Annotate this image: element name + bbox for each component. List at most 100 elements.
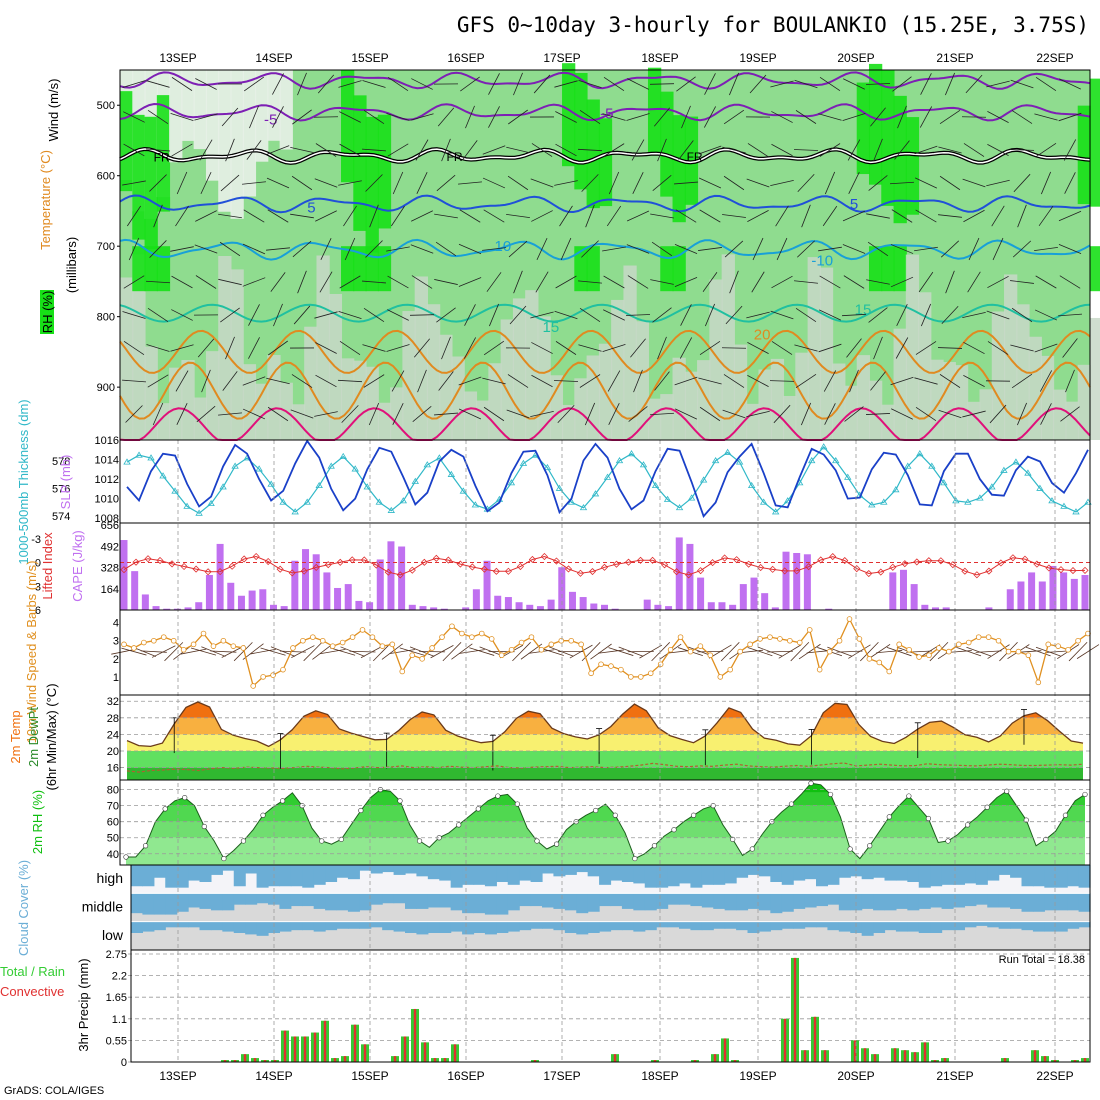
precip-convective-bar xyxy=(1003,1058,1007,1062)
cloud-high-bar xyxy=(644,865,657,888)
cloud-high-bar xyxy=(210,865,223,875)
cloud-middle-bar xyxy=(690,893,703,907)
cloud-middle-bar xyxy=(393,893,406,904)
cape-bar xyxy=(611,608,619,610)
rh-point xyxy=(142,843,149,849)
freezing-line xyxy=(119,148,1091,164)
lifted-point xyxy=(721,554,729,562)
wind-speed-point xyxy=(628,674,634,680)
wind-barb xyxy=(698,247,722,251)
cloud-low-bar xyxy=(610,921,623,931)
cloud-middle-bar xyxy=(1044,893,1057,911)
wind-barb xyxy=(1010,280,1034,284)
wind-barb xyxy=(915,341,937,355)
wind-speed-point xyxy=(459,630,465,637)
wind-barb xyxy=(608,403,620,425)
wind-barb-10m xyxy=(766,650,793,653)
wind-barb xyxy=(410,113,434,121)
wind-barb xyxy=(680,304,692,326)
cape-bar xyxy=(344,584,352,610)
lifted-point xyxy=(252,552,260,561)
wind-barb-10m xyxy=(190,647,217,656)
wind-barb xyxy=(195,275,217,289)
cape-bar xyxy=(259,589,267,610)
wind-barb-10m xyxy=(151,645,176,658)
thickness-point xyxy=(783,497,792,504)
cloud-high-bar xyxy=(325,865,338,882)
thickness-point xyxy=(976,494,984,501)
thickness-point xyxy=(1072,508,1080,515)
wind-barb xyxy=(464,304,476,326)
wind-barb-10m xyxy=(1035,646,1061,657)
cloud-low-bar xyxy=(405,921,418,933)
cloud-middle-bar xyxy=(964,893,977,907)
cloud-middle-bar xyxy=(758,893,771,911)
cloud-low-bar xyxy=(530,921,543,929)
wind-speed-point xyxy=(141,639,147,646)
rh-dry-column xyxy=(414,276,428,440)
thickness-point xyxy=(603,473,612,480)
thickness-point xyxy=(375,498,383,505)
lifted-point xyxy=(1009,554,1017,562)
wind-speed-point xyxy=(687,648,694,655)
precip-convective-bar xyxy=(653,1060,657,1062)
thickness-point xyxy=(844,473,852,480)
rh-dry-column xyxy=(132,254,146,440)
rh-point xyxy=(1023,817,1029,823)
wind-speed-point xyxy=(578,641,584,648)
cloud-middle-bar xyxy=(1032,893,1045,912)
rh-dry-column xyxy=(1028,336,1042,440)
wind-barb xyxy=(123,340,145,356)
cloud-middle-bar xyxy=(553,893,566,909)
wind-barb xyxy=(218,213,242,219)
wind-speed-point xyxy=(399,668,406,675)
temp-ylabel-temp: 2m Temp xyxy=(8,710,23,763)
cloud-high-bar xyxy=(302,865,315,888)
cloud-high-bar xyxy=(781,865,794,885)
wind-barb xyxy=(242,243,266,255)
thickness-point xyxy=(423,461,432,468)
temp-band xyxy=(127,767,1083,780)
wind-tick-label: 3 xyxy=(113,636,119,648)
cloud-high-bar xyxy=(621,865,634,882)
wind-barb xyxy=(843,275,865,289)
lifted-tick-label: 6 xyxy=(35,605,41,617)
wind-barb xyxy=(846,338,862,358)
wind-barb xyxy=(723,109,745,125)
thickness-point xyxy=(916,450,924,457)
wind-barb xyxy=(722,214,746,218)
thickness-point xyxy=(135,451,143,458)
rh-dry-column xyxy=(242,364,257,440)
wind-barb xyxy=(126,205,142,227)
rh-dry-column xyxy=(635,321,649,440)
thickness-point xyxy=(435,454,444,461)
wind-barb xyxy=(890,276,914,288)
thickness-point xyxy=(447,470,456,477)
wind-speed-point xyxy=(608,663,614,669)
wind-barb xyxy=(365,174,383,192)
wind-speed-point xyxy=(210,643,217,649)
rh-moist-patch xyxy=(341,69,355,183)
wind-barb xyxy=(368,402,380,426)
precip-convective-bar xyxy=(1083,1058,1087,1062)
thickness-tick-label: 574 xyxy=(52,511,70,523)
wind-barb xyxy=(628,406,648,422)
wind-speed-point xyxy=(985,634,992,640)
wind-barb xyxy=(652,307,672,323)
precip-convective-bar xyxy=(303,1036,307,1062)
wind-barb xyxy=(651,241,673,257)
wind-barb xyxy=(963,209,985,223)
cloud-high-bar xyxy=(770,865,783,882)
wind-barb xyxy=(724,240,744,258)
cloud-high-bar xyxy=(747,865,760,875)
thickness-point xyxy=(411,477,420,484)
top-date-label: 20SEP xyxy=(837,51,874,65)
cloud-high-bar xyxy=(713,865,726,885)
precip-convective-bar xyxy=(803,1050,807,1062)
rh-point xyxy=(182,795,188,801)
cloud-low-bar xyxy=(975,921,988,926)
wind-barb-10m xyxy=(458,649,485,654)
cloud-high-bar xyxy=(1055,865,1068,888)
cloud-low-bar xyxy=(1021,921,1034,931)
cloud-low-bar xyxy=(1067,921,1080,929)
